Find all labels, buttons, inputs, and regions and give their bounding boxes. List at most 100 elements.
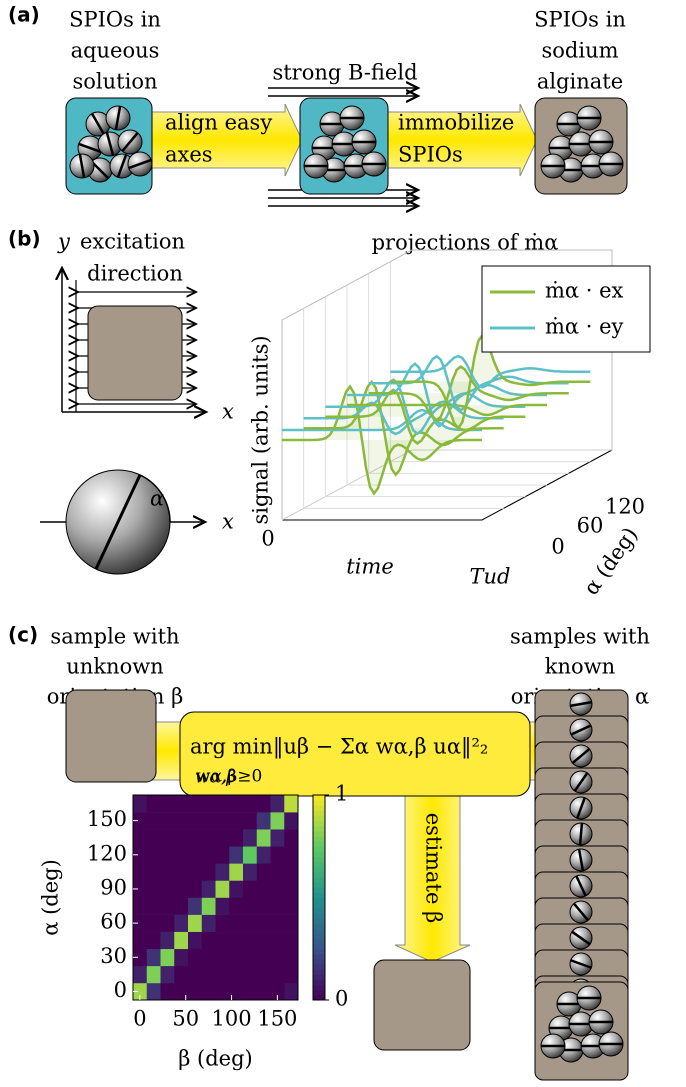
heatmap-cell [161, 983, 175, 1000]
heatmap-cell [229, 846, 243, 863]
heatmap-cell [284, 880, 298, 897]
y-tick-label: 90 [100, 875, 127, 899]
colorbar-step [313, 969, 325, 975]
reference-stack [535, 690, 628, 1080]
y-tick-label: 30 [100, 944, 127, 968]
heatmap-cell [147, 898, 161, 915]
colorbar-step [313, 892, 325, 898]
heatmap-cell [174, 949, 188, 966]
heatmap-cell [284, 846, 298, 863]
colorbar-step [313, 908, 325, 914]
heatmap-cell [133, 966, 147, 983]
heatmap-cell [257, 795, 271, 812]
heatmap-cell [147, 880, 161, 897]
heatmap-cell [133, 932, 147, 949]
colorbar-step [313, 816, 325, 822]
heatmap-cell [202, 863, 216, 880]
heatmap-cell [174, 880, 188, 897]
heatmap-cell [188, 949, 202, 966]
heatmap-cell [216, 846, 230, 863]
heatmap-cell [216, 932, 230, 949]
heatmap-cell [188, 863, 202, 880]
heatmap-cell [147, 795, 161, 812]
heatmap-cell [257, 863, 271, 880]
heatmap-cell [271, 915, 285, 932]
colorbar-step [313, 877, 325, 883]
colorbar-step [313, 846, 325, 852]
heatmap-cell [257, 966, 271, 983]
heatmap: wα,β0501001500306090120150β (deg)α (deg)… [39, 768, 349, 1071]
panel-label: (b) [8, 227, 41, 251]
colorbar-step [313, 882, 325, 888]
tick-label: Tud [470, 565, 511, 589]
caption: excitation [80, 230, 185, 254]
colorbar-tick-label: 1 [335, 782, 348, 806]
heatmap-cell [202, 932, 216, 949]
legend-entry: ṁα · ey [545, 315, 624, 339]
legend-entry: ṁα · ex [545, 279, 624, 303]
sample-box [374, 960, 470, 1050]
heatmap-cell [188, 898, 202, 915]
heatmap-cell [188, 915, 202, 932]
heatmap-cell [271, 795, 285, 812]
colorbar-step [313, 836, 325, 842]
heatmap-cell [243, 898, 257, 915]
arrow-text: align easy [165, 111, 272, 135]
heatmap-cell [147, 966, 161, 983]
colorbar-step [313, 964, 325, 970]
colorbar-step [313, 887, 325, 893]
heatmap-cell [243, 880, 257, 897]
heatmap-cell [284, 966, 298, 983]
heatmap-cell [202, 795, 216, 812]
heatmap-cell [161, 949, 175, 966]
colorbar-step [313, 800, 325, 806]
caption: strong B-field [272, 61, 417, 85]
heatmap-cell [188, 983, 202, 1000]
formula: arg min‖uβ − Σα wα,β uα‖²₂ [190, 735, 488, 760]
x-axis-label: β (deg) [178, 1047, 253, 1071]
colorbar-step [313, 867, 325, 873]
heatmap-cell [257, 898, 271, 915]
colorbar-step [313, 913, 325, 919]
heatmap-cell [257, 829, 271, 846]
heatmap-cell [161, 880, 175, 897]
colorbar-step [313, 949, 325, 955]
heatmap-cell [257, 915, 271, 932]
heatmap-cell [133, 829, 147, 846]
colorbar-step [313, 795, 325, 801]
heatmap-cell [216, 829, 230, 846]
heatmap-cell [188, 880, 202, 897]
heatmap-cell [174, 966, 188, 983]
heatmap-cell [243, 983, 257, 1000]
colorbar-step [313, 974, 325, 980]
angle-label: α [150, 487, 164, 511]
heatmap-cell [202, 966, 216, 983]
heatmap-cell [229, 932, 243, 949]
heatmap-cell [216, 949, 230, 966]
heatmap-cell [257, 812, 271, 829]
heatmap-cell [133, 863, 147, 880]
colorbar-tick-label: 0 [335, 987, 348, 1011]
heatmap-cell [202, 915, 216, 932]
heatmap-cell [284, 915, 298, 932]
heatmap-cell [243, 829, 257, 846]
heatmap-cell [147, 829, 161, 846]
heatmap-cell [202, 812, 216, 829]
heatmap-cell [147, 949, 161, 966]
colorbar-step [313, 851, 325, 857]
heatmap-cell [229, 829, 243, 846]
heatmap-cell [216, 915, 230, 932]
caption: SPIOs in [534, 8, 626, 32]
heatmap-cell [133, 795, 147, 812]
heatmap-cell [147, 812, 161, 829]
heatmap-cell [243, 949, 257, 966]
y-tick-label: 0 [114, 978, 127, 1002]
colorbar-step [313, 903, 325, 909]
heatmap-cell [133, 898, 147, 915]
colorbar-step [313, 898, 325, 904]
heatmap-cell [147, 932, 161, 949]
arrow-text: immobilize [398, 111, 514, 135]
heatmap-cell [161, 812, 175, 829]
colorbar-step [313, 980, 325, 986]
heatmap-cell [161, 863, 175, 880]
